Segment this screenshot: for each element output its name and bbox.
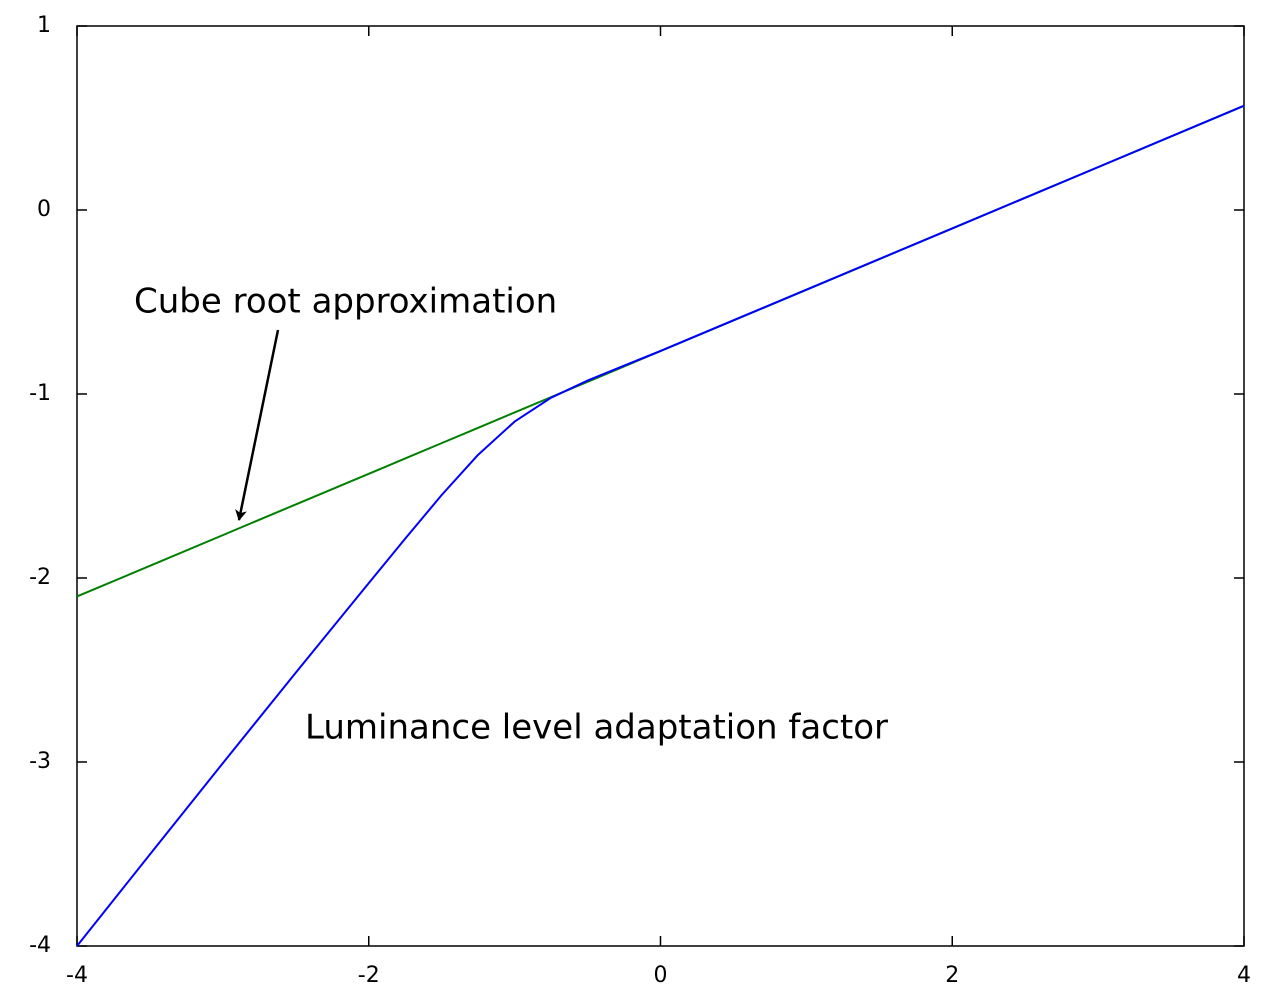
x-tick-label: 0 — [654, 963, 668, 988]
annotation: Cube root approximation — [134, 282, 557, 322]
x-tick-label: 4 — [1237, 963, 1251, 988]
y-tick-label: 0 — [37, 197, 51, 222]
y-tick-label: -2 — [29, 565, 51, 590]
y-tick-label: -3 — [29, 749, 51, 774]
y-tick-label: -4 — [29, 933, 51, 958]
annotation-arrow — [235, 329, 280, 521]
x-tick-label: 2 — [945, 963, 959, 988]
annotation: Luminance level adaptation factor — [305, 708, 888, 748]
x-tick-label: -2 — [358, 963, 380, 988]
y-tick-label: -1 — [29, 381, 51, 406]
x-tick-label: -4 — [66, 963, 88, 988]
y-tick-label: 1 — [37, 13, 51, 38]
plot-frame — [76, 25, 1245, 947]
series-line — [76, 104, 1245, 947]
